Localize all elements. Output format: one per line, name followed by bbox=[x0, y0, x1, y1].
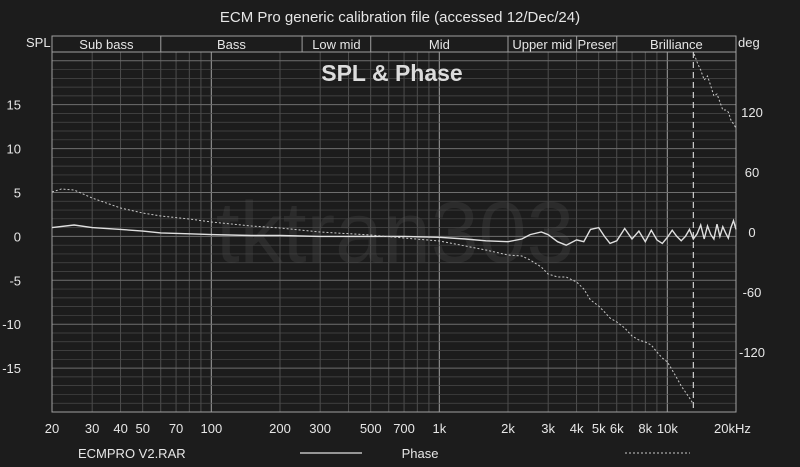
y-right-tick-label: -60 bbox=[743, 285, 762, 300]
x-tick-label: 30 bbox=[85, 421, 99, 436]
x-tick-label: 4k bbox=[570, 421, 584, 436]
band-label: Preser bbox=[578, 37, 617, 52]
band-label: Upper mid bbox=[512, 37, 572, 52]
x-tick-label: 200 bbox=[269, 421, 291, 436]
phase-series-line bbox=[51, 53, 737, 405]
x-tick-label: 10k bbox=[657, 421, 678, 436]
y-right-tick-label: 60 bbox=[745, 165, 759, 180]
band-label: Mid bbox=[429, 37, 450, 52]
y-left-tick-label: 15 bbox=[7, 98, 21, 113]
legend-label-phase: Phase bbox=[402, 446, 439, 461]
x-tick-label: 3k bbox=[541, 421, 555, 436]
y-left-tick-label: 5 bbox=[14, 185, 21, 200]
x-tick-label: 1k bbox=[432, 421, 446, 436]
y-right-tick-label: 120 bbox=[741, 105, 763, 120]
y-left-tick-label: 10 bbox=[7, 142, 21, 157]
y-right-tick-label: -120 bbox=[739, 345, 765, 360]
y-left-axis-label: SPL bbox=[26, 35, 51, 50]
inset-title: SPL & Phase bbox=[321, 60, 462, 86]
spl-series-line bbox=[51, 218, 737, 246]
watermark: tktran303 bbox=[216, 185, 575, 281]
x-tick-label: 70 bbox=[169, 421, 183, 436]
x-tick-label: 50 bbox=[135, 421, 149, 436]
y-right-tick-label: 0 bbox=[748, 225, 755, 240]
legend-label-spl: ECMPRO V2.RAR bbox=[78, 446, 186, 461]
y-left-tick-label: 0 bbox=[14, 229, 21, 244]
x-tick-label: 100 bbox=[201, 421, 223, 436]
band-label: Bass bbox=[217, 37, 246, 52]
x-tick-label: 6k bbox=[610, 421, 624, 436]
x-tick-label: 300 bbox=[309, 421, 331, 436]
x-tick-label: 20 bbox=[45, 421, 59, 436]
x-tick-label: 2k bbox=[501, 421, 515, 436]
chart-title: ECM Pro generic calibration file (access… bbox=[220, 9, 580, 26]
band-label: Low mid bbox=[312, 37, 360, 52]
x-tick-label: 500 bbox=[360, 421, 382, 436]
x-tick-label: 5k bbox=[592, 421, 606, 436]
band-label: Brilliance bbox=[650, 37, 703, 52]
x-tick-label: 40 bbox=[113, 421, 127, 436]
x-tick-label: 8k bbox=[638, 421, 652, 436]
y-right-axis-label: deg bbox=[738, 35, 760, 50]
band-strip bbox=[51, 35, 737, 53]
y-left-tick-label: -15 bbox=[2, 361, 21, 376]
x-tick-label: 700 bbox=[393, 421, 415, 436]
y-left-tick-label: -5 bbox=[9, 273, 21, 288]
band-label: Sub bass bbox=[79, 37, 134, 52]
x-unit-label: 20kHz bbox=[714, 421, 751, 436]
plot-frame bbox=[51, 51, 737, 413]
y-left-tick-label: -10 bbox=[2, 317, 21, 332]
